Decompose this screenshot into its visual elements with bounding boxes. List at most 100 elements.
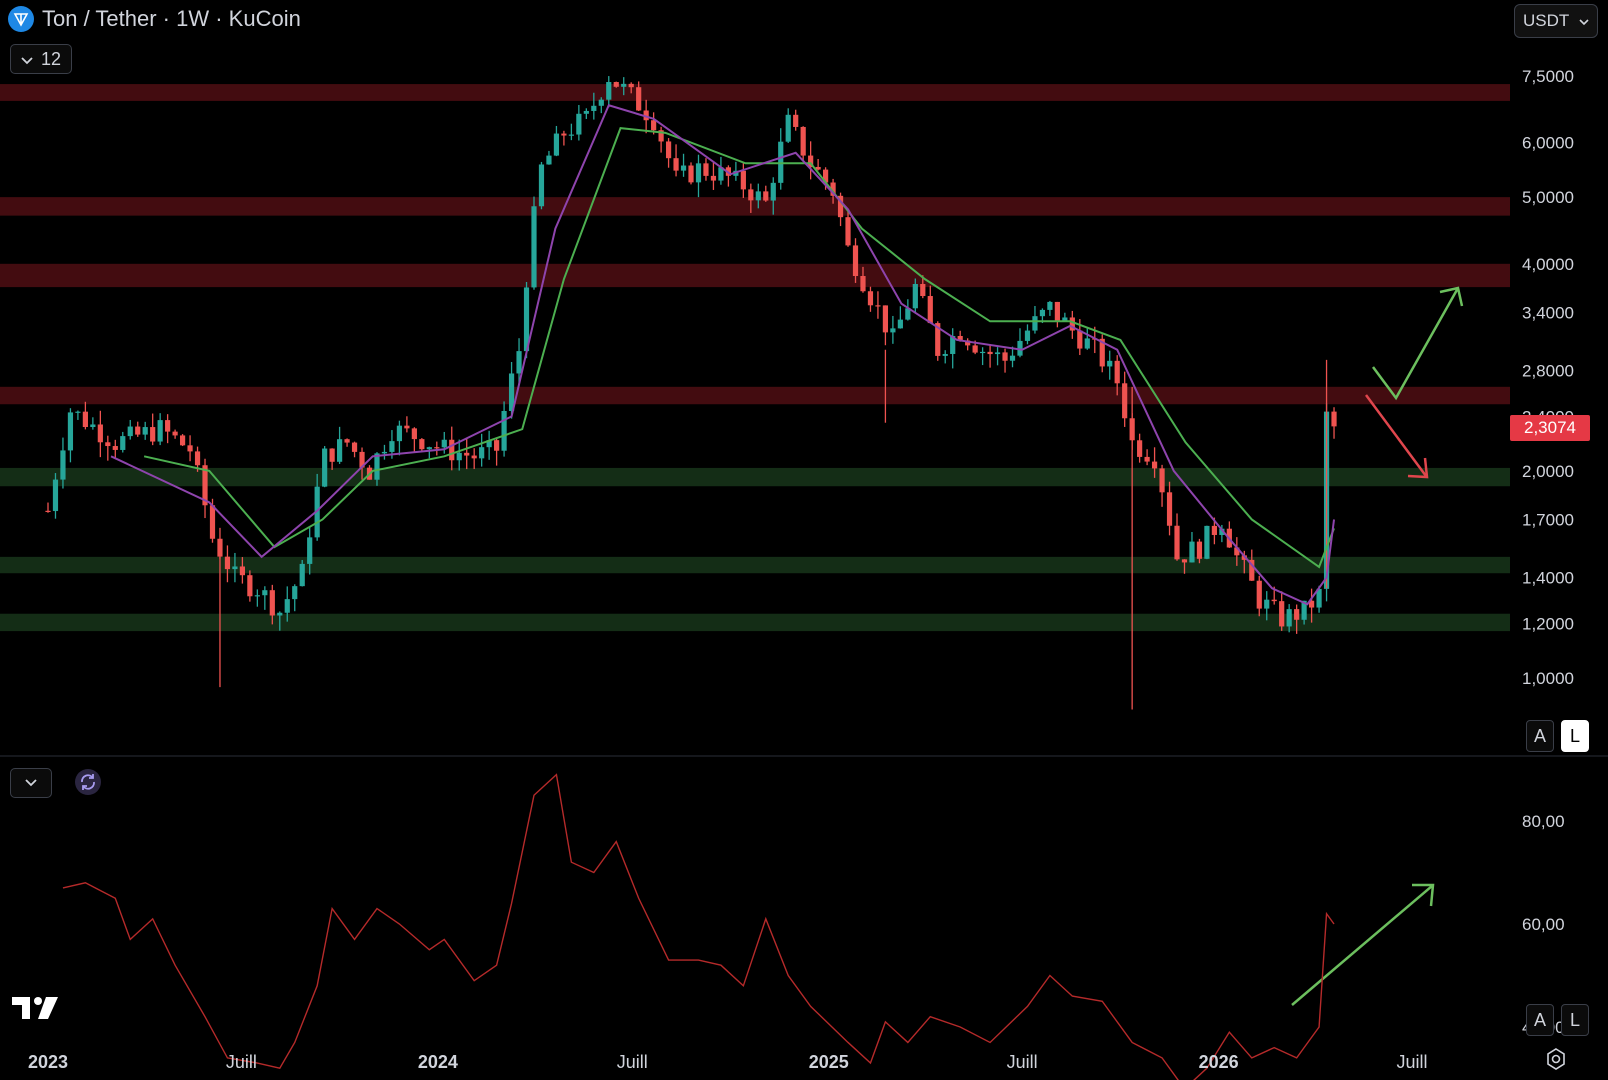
settings-icon[interactable] <box>1544 1047 1568 1076</box>
refresh-icon[interactable] <box>75 769 101 795</box>
candle <box>1234 537 1240 566</box>
candle <box>994 347 1001 366</box>
price-tick-label: 3,4000 <box>1522 303 1574 322</box>
candle <box>815 159 821 171</box>
candle <box>852 238 859 283</box>
candle <box>576 104 582 141</box>
candle <box>105 435 111 461</box>
candle <box>1017 328 1023 358</box>
candle <box>75 410 81 420</box>
candle <box>591 92 597 120</box>
candle <box>329 448 335 470</box>
candle <box>247 570 253 602</box>
candle <box>449 426 455 471</box>
last-price-label: 2,3074 <box>1510 415 1590 441</box>
rsi-log-scale-button[interactable]: L <box>1561 1004 1589 1036</box>
candle <box>1114 355 1120 396</box>
candle <box>1151 447 1158 478</box>
chart-title: Ton / Tether · 1W · KuCoin <box>42 6 301 31</box>
candle <box>808 141 814 180</box>
price-tick-label: 2,8000 <box>1522 361 1574 380</box>
candle <box>628 82 634 94</box>
candle <box>860 266 866 293</box>
time-tick-label: 2023 <box>28 1052 68 1072</box>
candle <box>1069 310 1075 339</box>
price-tick-label: 6,0000 <box>1522 134 1574 153</box>
candle <box>785 108 791 143</box>
candle <box>1002 348 1008 373</box>
candle <box>1062 312 1068 321</box>
log-scale-button[interactable]: L <box>1561 720 1589 752</box>
arrow-head <box>1407 457 1429 479</box>
candle <box>344 438 350 447</box>
rsi-layer <box>62 773 1335 1080</box>
support-zone <box>0 467 1510 487</box>
candle <box>299 559 305 587</box>
candle <box>284 586 290 622</box>
candle <box>927 285 933 324</box>
candle <box>471 448 477 470</box>
ema-layer <box>110 104 1336 606</box>
candle <box>740 162 746 198</box>
price-tick-label: 1,2000 <box>1522 615 1574 634</box>
candle <box>516 338 522 385</box>
bearish-scenario-arrow <box>1364 394 1428 477</box>
currency-selector[interactable]: USDT <box>1514 4 1598 38</box>
tradingview-logo-icon[interactable] <box>12 995 60 1026</box>
candle <box>501 401 507 457</box>
candle <box>538 161 545 210</box>
candle <box>232 552 238 583</box>
candle <box>1174 513 1180 561</box>
candle <box>748 183 754 213</box>
candle <box>239 557 245 584</box>
candle <box>695 154 702 198</box>
candle <box>980 347 986 366</box>
candle <box>942 350 948 364</box>
price-tick-label: 5,0000 <box>1522 188 1574 207</box>
candle <box>703 158 709 181</box>
candle <box>905 299 911 321</box>
collapse-indicators-button[interactable]: 12 <box>10 44 73 74</box>
candle <box>1122 371 1128 427</box>
candle <box>621 77 627 96</box>
resistance-zone <box>0 84 1510 101</box>
candle <box>351 441 358 458</box>
candle <box>381 444 388 460</box>
candle <box>217 527 223 559</box>
candle <box>1024 324 1031 345</box>
candle <box>1166 481 1173 536</box>
candle <box>262 586 268 610</box>
candle <box>793 109 799 131</box>
time-tick-label: Juill <box>1396 1052 1427 1072</box>
candle <box>1009 346 1016 368</box>
candle <box>479 433 485 467</box>
candle <box>456 439 462 471</box>
candle <box>172 429 178 439</box>
candle <box>845 209 851 247</box>
chevron-down-icon <box>21 49 33 70</box>
rsi-tick-label: 60,00 <box>1522 915 1565 934</box>
candle <box>254 589 260 607</box>
candle <box>710 162 717 190</box>
candle <box>867 286 874 312</box>
indicator-count: 12 <box>41 48 62 69</box>
candle <box>561 130 567 146</box>
price-tick-label: 1,0000 <box>1522 669 1574 688</box>
candle <box>67 408 74 463</box>
chart-header: Ton / Tether · 1W · KuCoin <box>8 6 301 32</box>
candle <box>336 426 343 464</box>
arrow-head <box>1439 286 1464 307</box>
ton-logo-icon <box>8 6 34 32</box>
candle <box>598 97 604 114</box>
auto-scale-button[interactable]: A <box>1526 720 1554 752</box>
candle <box>912 278 918 313</box>
candle <box>82 401 88 430</box>
rsi-tick-label: 80,00 <box>1522 812 1565 831</box>
time-axis: 2023 Juill 2024 Juill 2025 Juill 2026 Juill <box>28 1052 1428 1072</box>
candle <box>359 447 365 480</box>
candle <box>897 306 903 329</box>
candle <box>1331 407 1337 439</box>
rsi-collapse-button[interactable] <box>10 768 52 798</box>
rsi-auto-scale-button[interactable]: A <box>1526 1004 1554 1036</box>
